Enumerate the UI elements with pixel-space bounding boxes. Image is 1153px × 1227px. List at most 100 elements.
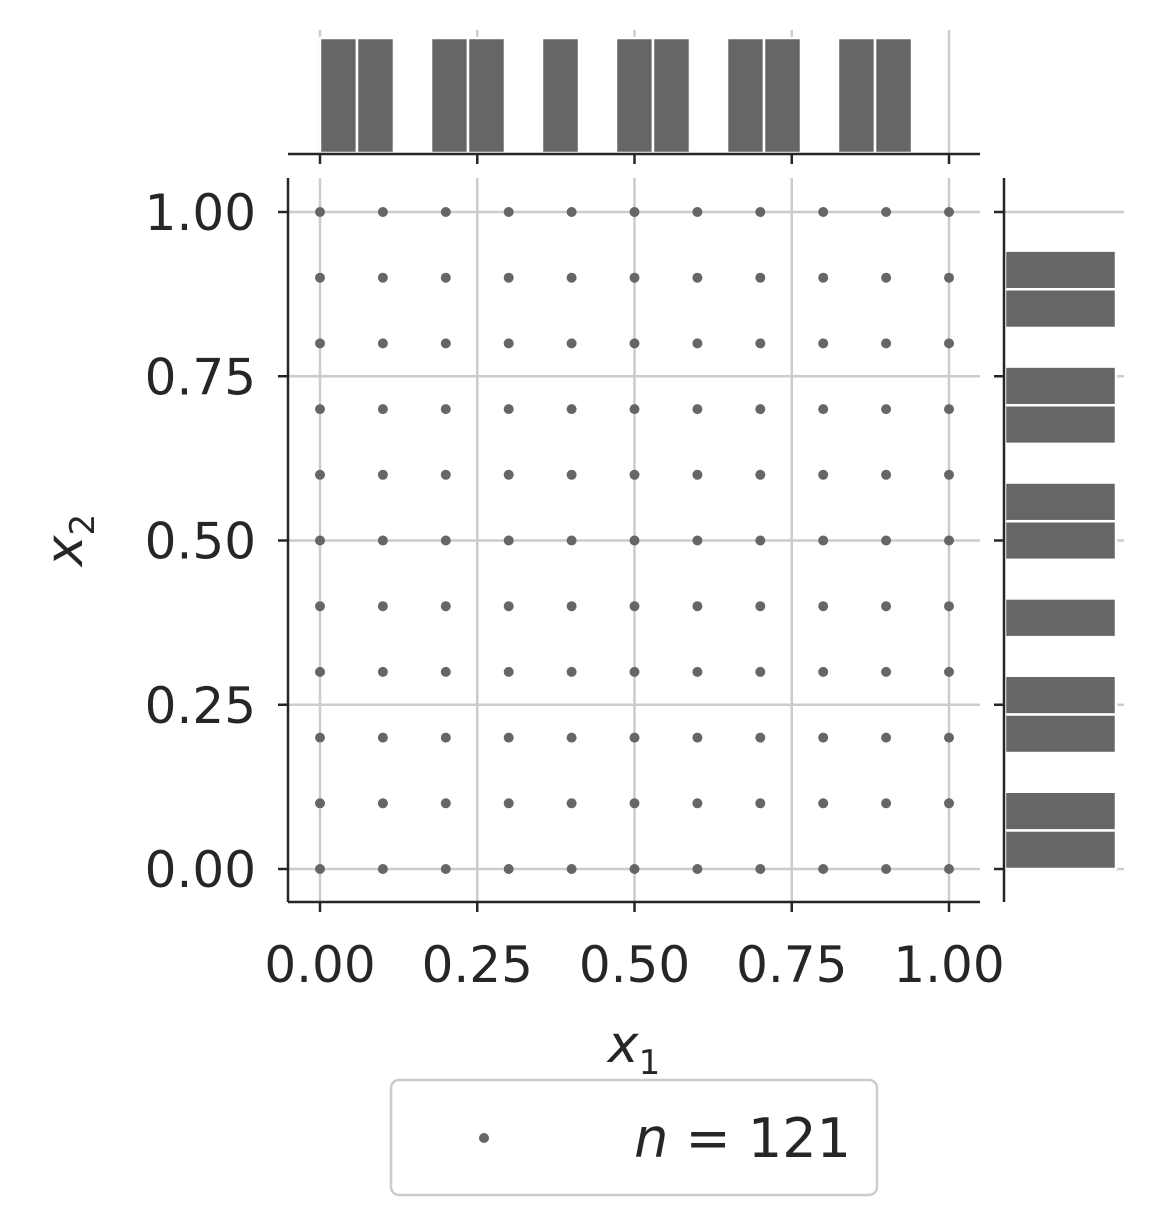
scatter-point — [944, 469, 954, 480]
y-tick-label: 0.25 — [145, 677, 256, 735]
legend-label: n = 121 — [634, 1107, 851, 1170]
scatter-point — [377, 207, 388, 217]
top-marginal-bar — [429, 36, 470, 155]
scatter-point — [818, 732, 829, 743]
scatter-point — [503, 272, 514, 283]
top-marginal-bar — [725, 36, 766, 155]
scatter-point — [440, 207, 451, 217]
scatter-point — [692, 272, 703, 283]
scatter-point — [755, 272, 766, 283]
scatter-point — [566, 864, 577, 874]
scatter-point — [755, 732, 766, 743]
scatter-point — [881, 338, 892, 349]
scatter-point — [692, 666, 703, 677]
scatter-point — [881, 469, 892, 480]
scatter-point — [440, 732, 451, 743]
scatter-point — [944, 207, 954, 217]
top-marginal-histogram — [288, 30, 980, 164]
scatter-point — [755, 535, 766, 546]
scatter-point — [503, 666, 514, 677]
scatter-point — [377, 535, 388, 546]
scatter-point — [629, 798, 640, 809]
right-marginal-bar — [1003, 713, 1118, 755]
x-tick-label: 1.00 — [893, 936, 1004, 994]
scatter-point — [503, 864, 514, 874]
scatter-point — [315, 338, 325, 349]
scatter-point — [692, 601, 703, 612]
scatter-point — [881, 601, 892, 612]
scatter-point — [440, 798, 451, 809]
scatter-point — [440, 535, 451, 546]
scatter-point — [692, 535, 703, 546]
scatter-point — [315, 535, 325, 546]
scatter-point — [629, 601, 640, 612]
scatter-point — [818, 666, 829, 677]
scatter-point — [315, 666, 325, 677]
y-tick-label: 0.00 — [145, 841, 256, 899]
scatter-point — [629, 272, 640, 283]
scatter-point — [440, 666, 451, 677]
scatter-point — [881, 666, 892, 677]
top-marginal-bar — [762, 36, 803, 155]
scatter-point — [440, 864, 451, 874]
scatter-point — [315, 207, 325, 217]
right-marginal-bar — [1003, 403, 1118, 446]
scatter-point — [377, 666, 388, 677]
scatter-point — [440, 338, 451, 349]
legend-marker — [479, 1133, 489, 1143]
scatter-point — [881, 864, 892, 874]
scatter-point — [944, 666, 954, 677]
y-axis: 0.00 0.25 0.50 0.75 1.00 x2 — [35, 178, 290, 902]
scatter-point — [944, 272, 954, 283]
right-marginal-bar — [1003, 674, 1118, 716]
x-axis: 0.00 0.25 0.50 0.75 1.00 x1 — [264, 900, 1005, 1083]
scatter-point — [818, 404, 829, 415]
scatter-point — [692, 404, 703, 415]
scatter-point — [315, 601, 325, 612]
scatter-point — [377, 272, 388, 283]
x-axis-label: x1 — [606, 1015, 660, 1083]
scatter-point — [566, 798, 577, 809]
scatter-point — [377, 338, 388, 349]
scatter-point — [755, 798, 766, 809]
scatter-point — [881, 272, 892, 283]
scatter-point — [944, 864, 954, 874]
scatter-point — [503, 207, 514, 217]
scatter-point — [881, 798, 892, 809]
x-tick-label: 0.00 — [264, 936, 375, 994]
x-tick-label: 0.25 — [422, 936, 533, 994]
scatter-point — [944, 601, 954, 612]
scatter-point — [818, 798, 829, 809]
scatter-point — [692, 207, 703, 217]
y-tick-label: 0.50 — [145, 513, 256, 571]
scatter-point — [377, 864, 388, 874]
scatter-point — [315, 469, 325, 480]
scatter-point — [566, 535, 577, 546]
scatter-point — [818, 272, 829, 283]
scatter-point — [944, 404, 954, 415]
y-tick-label: 1.00 — [145, 184, 256, 242]
scatter-point — [818, 338, 829, 349]
y-tick-label: 0.75 — [145, 348, 256, 406]
scatter-point — [629, 207, 640, 217]
scatter-point — [755, 404, 766, 415]
scatter-point — [755, 666, 766, 677]
x-ticks: 0.00 0.25 0.50 0.75 1.00 — [264, 902, 1005, 994]
x-tick-label: 0.50 — [579, 936, 690, 994]
top-marginal-bar — [318, 36, 359, 155]
scatter-point — [440, 469, 451, 480]
scatter-point — [629, 666, 640, 677]
scatter-point — [377, 732, 388, 743]
scatter-point — [440, 601, 451, 612]
scatter-point — [377, 469, 388, 480]
scatter-point — [566, 732, 577, 743]
scatter-point — [629, 535, 640, 546]
scatter-point — [944, 535, 954, 546]
scatter-point — [755, 601, 766, 612]
legend: n = 121 — [389, 1078, 879, 1197]
top-marginal-bar — [651, 36, 692, 155]
scatter-point — [315, 864, 325, 874]
right-marginal-bar — [1003, 249, 1118, 291]
scatter-point — [503, 798, 514, 809]
right-marginal-bar — [1003, 597, 1118, 639]
